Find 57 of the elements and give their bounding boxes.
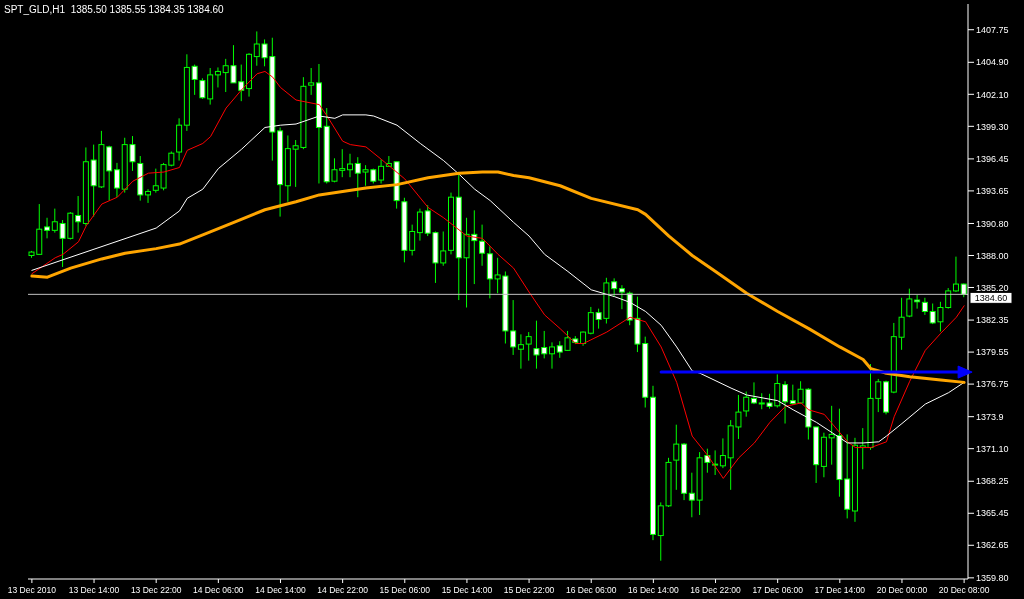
y-tick-label: 1368.25: [976, 476, 1009, 487]
candlestick: [517, 333, 524, 370]
y-tick-label: 1407.75: [976, 24, 1009, 35]
x-tick-label: 16 Dec 22:00: [690, 585, 742, 595]
candlestick: [378, 158, 385, 184]
candlestick: [75, 195, 82, 234]
candlestick: [673, 424, 680, 491]
y-tick-label: 1390.80: [976, 218, 1009, 229]
y-tick-label: 1373.9: [976, 411, 1004, 422]
y-tick-label: 1359.80: [976, 573, 1009, 584]
y-tick-label: 1371.10: [976, 443, 1009, 454]
y-tick-label: 1388.00: [976, 250, 1009, 261]
x-tick-label: 15 Dec 22:00: [503, 585, 555, 595]
x-tick-label: 13 Dec 2010: [7, 585, 57, 595]
x-tick-label: 14 Dec 22:00: [317, 585, 369, 595]
candlestick: [618, 284, 625, 310]
candlestick: [347, 153, 354, 178]
x-tick-label: 16 Dec 06:00: [565, 585, 617, 595]
y-tick-label: 1399.30: [976, 121, 1009, 132]
y-tick-label: 1402.10: [976, 89, 1009, 100]
chart-title: SPT_GLD,H1 1385.50 1385.55 1384.35 1384.60: [4, 4, 224, 15]
y-tick-label: 1404.90: [976, 57, 1009, 68]
y-tick-label: 1379.55: [976, 347, 1009, 358]
y-tick-label: 1393.65: [976, 186, 1009, 197]
x-tick-label: 15 Dec 14:00: [441, 585, 493, 595]
ref-line-label: 1384.60: [974, 292, 1008, 303]
line-series: [31, 70, 965, 479]
candlestick: [44, 217, 51, 239]
y-tick-label: 1362.65: [976, 540, 1009, 551]
candlestick: [782, 380, 789, 425]
x-tick-label: 16 Dec 14:00: [628, 585, 679, 595]
x-tick-label: 14 Dec 14:00: [255, 585, 307, 595]
candlestick: [479, 224, 486, 267]
x-tick-label: 17 Dec 14:00: [814, 585, 866, 595]
line-series: [30, 170, 966, 384]
candlestick: [525, 331, 532, 362]
x-tick-label: 14 Dec 06:00: [193, 585, 244, 595]
y-tick-label: 1376.75: [976, 379, 1009, 390]
y-tick-label: 1385.20: [976, 282, 1009, 293]
candlestick: [113, 162, 120, 198]
x-tick-label: 13 Dec 14:00: [68, 585, 120, 595]
candlestick: [214, 66, 221, 88]
x-tick-label: 13 Dec 22:00: [130, 585, 182, 595]
candlestick: [719, 437, 726, 469]
y-tick-label: 1382.35: [976, 315, 1009, 326]
candlestick: [308, 67, 315, 96]
x-tick-label: 20 Dec 00:00: [876, 585, 928, 595]
y-tick-label: 1365.45: [976, 508, 1009, 519]
candlestick: [712, 449, 719, 476]
x-tick-label: 15 Dec 06:00: [379, 585, 431, 595]
candlestick: [952, 256, 959, 293]
y-tick-label: 1396.45: [976, 154, 1009, 165]
candlestick: [549, 341, 555, 370]
x-tick-label: 17 Dec 06:00: [752, 585, 804, 595]
x-tick-label: 20 Dec 08:00: [938, 585, 990, 595]
candlestick: [145, 188, 152, 204]
candlestick: [416, 208, 423, 242]
